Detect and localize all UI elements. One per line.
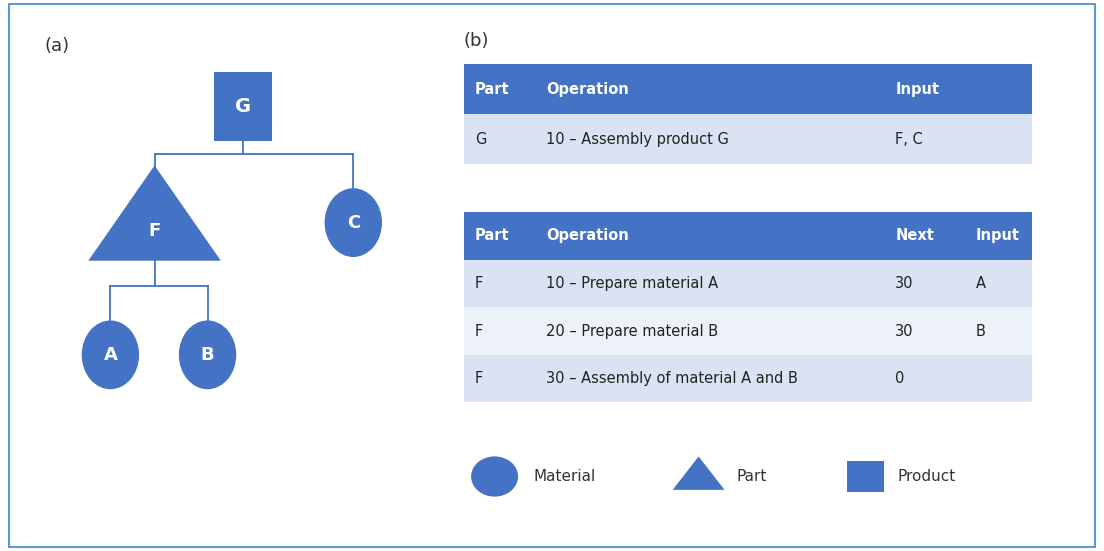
FancyBboxPatch shape [534,212,884,260]
Text: Part: Part [737,469,767,484]
FancyBboxPatch shape [534,260,884,307]
FancyBboxPatch shape [464,355,534,402]
Text: 30 – Assembly of material A and B: 30 – Assembly of material A and B [545,371,798,386]
Text: Part: Part [475,228,509,244]
FancyBboxPatch shape [965,307,1032,355]
FancyBboxPatch shape [464,114,534,164]
FancyBboxPatch shape [884,64,1032,114]
FancyBboxPatch shape [214,72,272,141]
Text: 30: 30 [895,276,914,291]
Text: 10 – Prepare material A: 10 – Prepare material A [545,276,718,291]
FancyBboxPatch shape [534,114,884,164]
Circle shape [179,321,236,389]
FancyBboxPatch shape [464,64,534,114]
Text: Input: Input [976,228,1020,244]
FancyBboxPatch shape [847,461,884,493]
Text: A: A [104,346,117,364]
Circle shape [471,456,518,496]
Text: F, C: F, C [895,132,923,147]
Text: F: F [148,222,161,240]
Circle shape [82,321,139,389]
Polygon shape [672,457,724,490]
FancyBboxPatch shape [534,307,884,355]
FancyBboxPatch shape [464,212,534,260]
Text: 0: 0 [895,371,904,386]
FancyBboxPatch shape [884,212,965,260]
Circle shape [325,188,382,257]
Text: 20 – Prepare material B: 20 – Prepare material B [545,323,718,338]
Text: B: B [201,346,214,364]
Text: G: G [235,97,251,116]
Text: Operation: Operation [545,228,628,244]
Text: 30: 30 [895,323,914,338]
Text: (a): (a) [44,37,70,56]
Text: Next: Next [895,228,934,244]
Text: 10 – Assembly product G: 10 – Assembly product G [545,132,729,147]
Text: F: F [475,371,484,386]
Text: F: F [475,323,484,338]
FancyBboxPatch shape [884,114,1032,164]
Polygon shape [88,165,221,261]
Text: (b): (b) [464,32,489,50]
FancyBboxPatch shape [884,307,965,355]
Text: Input: Input [895,82,940,96]
FancyBboxPatch shape [965,355,1032,402]
FancyBboxPatch shape [884,355,965,402]
FancyBboxPatch shape [884,260,965,307]
Text: A: A [976,276,986,291]
FancyBboxPatch shape [464,260,534,307]
Text: C: C [347,214,360,231]
Text: Product: Product [898,469,956,484]
Text: Operation: Operation [545,82,628,96]
FancyBboxPatch shape [464,307,534,355]
FancyBboxPatch shape [965,260,1032,307]
Text: Material: Material [533,469,596,484]
FancyBboxPatch shape [534,355,884,402]
Text: G: G [475,132,486,147]
Text: B: B [976,323,986,338]
Text: F: F [475,276,484,291]
FancyBboxPatch shape [534,64,884,114]
FancyBboxPatch shape [965,212,1032,260]
Text: Part: Part [475,82,509,96]
